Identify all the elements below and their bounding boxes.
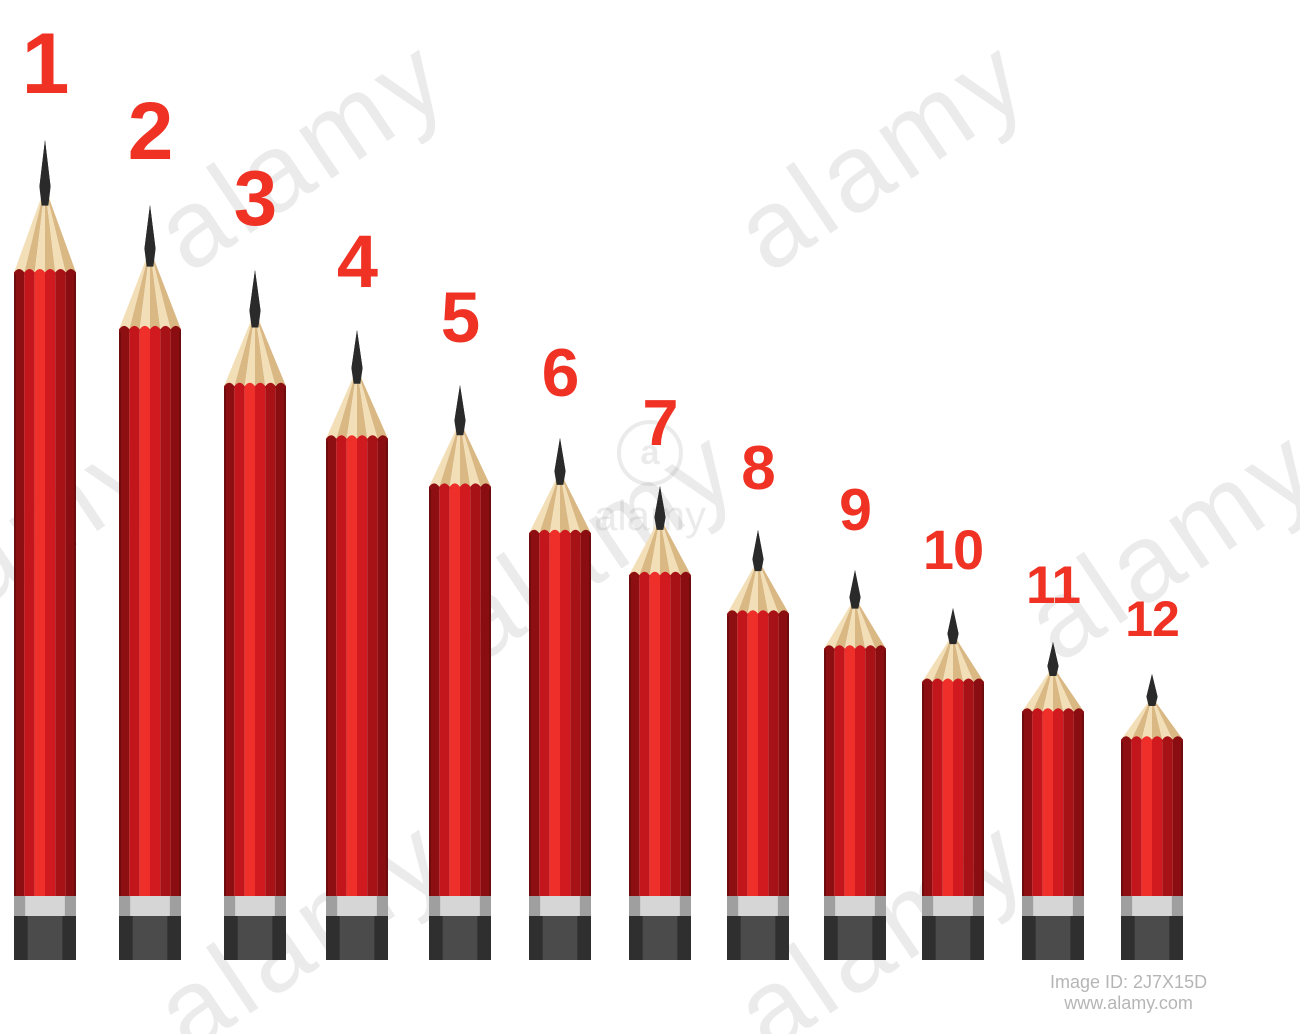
pencil-bar — [824, 570, 886, 960]
pencil-bar — [727, 530, 789, 960]
pencil-number: 4 — [337, 219, 377, 304]
pencil-bar — [429, 385, 491, 960]
pencil-number: 2 — [128, 85, 173, 179]
pencil-number: 3 — [234, 153, 276, 244]
watermark-id: Image ID: 2J7X15D www.alamy.com — [1050, 972, 1207, 1014]
pencil-bar — [1022, 642, 1084, 960]
pencil-number: 12 — [1125, 590, 1179, 648]
watermark-diag: alamy — [712, 10, 1051, 296]
pencil-bar — [14, 140, 76, 960]
pencil-bar — [629, 486, 691, 960]
pencil-bar — [1121, 674, 1183, 960]
pencil-number: 10 — [923, 517, 983, 582]
pencil-bar — [224, 270, 286, 960]
pencil-bar — [529, 438, 591, 960]
pencil-bar — [922, 608, 984, 960]
pencil-number: 8 — [741, 433, 774, 504]
pencil-number: 6 — [542, 334, 579, 412]
pencil-bar — [119, 205, 181, 960]
pencil-number: 7 — [642, 385, 677, 460]
pencil-number: 11 — [1026, 555, 1080, 616]
pencil-number: 9 — [839, 476, 871, 544]
pencil-number: 1 — [22, 15, 69, 114]
watermark-diag: alamy — [132, 790, 471, 1034]
pencil-bar — [326, 330, 388, 960]
pencil-number: 5 — [441, 278, 480, 359]
chart-stage: alamyalamyalamyalamyalamyalamyalamyaalam… — [0, 0, 1300, 1034]
watermark-diag: alamy — [132, 10, 471, 296]
